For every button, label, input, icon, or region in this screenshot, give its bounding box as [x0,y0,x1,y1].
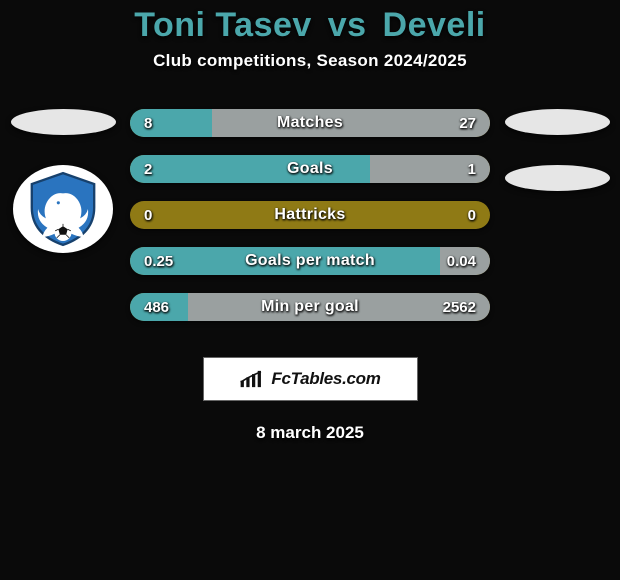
player1-club-badge [13,165,113,253]
stat-row: 827Matches [130,109,490,137]
stat-label: Goals per match [130,247,490,275]
subtitle: Club competitions, Season 2024/2025 [0,51,620,71]
title-player2: Develi [383,6,486,44]
page-title: Toni Tasev vs Develi [0,6,620,45]
stat-label: Goals [130,155,490,183]
right-avatar-column [502,109,612,191]
player2-avatar-placeholder [505,109,610,135]
title-player1: Toni Tasev [134,6,312,44]
stat-row: 4862562Min per goal [130,293,490,321]
left-avatar-column [8,109,118,253]
stat-bars: 827Matches 21Goals 00Hattricks 0.250.04Goal… [130,109,490,321]
stat-label: Min per goal [130,293,490,321]
stats-zone: 827Matches 21Goals 00Hattricks 0.250.04Goal… [0,109,620,339]
stat-label: Hattricks [130,201,490,229]
title-vs: vs [328,6,367,44]
stat-row: 21Goals [130,155,490,183]
bar-chart-icon [239,368,265,390]
date-label: 8 march 2025 [0,423,620,443]
football-icon [54,224,71,241]
stat-row: 00Hattricks [130,201,490,229]
brand-box[interactable]: FcTables.com [203,357,418,401]
stat-row: 0.250.04Goals per match [130,247,490,275]
player2-club-badge-placeholder [505,165,610,191]
brand-text: FcTables.com [271,369,380,389]
stat-label: Matches [130,109,490,137]
shield-icon [22,170,104,248]
player1-avatar-placeholder [11,109,116,135]
